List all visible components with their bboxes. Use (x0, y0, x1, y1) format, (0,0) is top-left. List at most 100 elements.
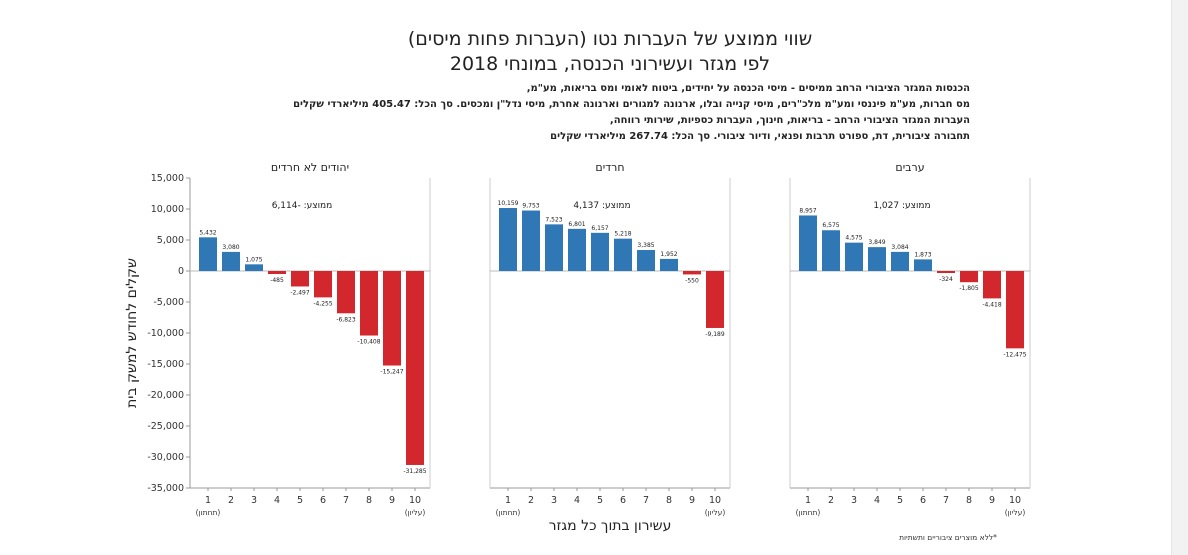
data-label: 1,952 (660, 251, 677, 258)
x-axis-title: עשירון בתוך כל מגזר (549, 518, 672, 534)
chart-title-line1: שווי ממוצע של העברות נטו (העברות פחות מי… (407, 28, 813, 50)
bar (891, 251, 909, 271)
average-label: ממוצע: 4,137 (573, 201, 630, 211)
bar (383, 271, 401, 366)
data-label: 3,385 (637, 242, 654, 249)
bar (406, 271, 424, 465)
y-tick-label: 10,000 (151, 204, 184, 215)
data-label: 1,075 (245, 256, 262, 263)
bar (337, 271, 355, 314)
x-tick-label: 8 (366, 495, 372, 506)
bar (799, 215, 817, 271)
x-tick-label: 7 (943, 495, 949, 506)
bar (522, 210, 540, 271)
x-tick-label: 10 (709, 495, 721, 506)
data-label: -15,247 (380, 369, 403, 376)
panel-title: ערבים (895, 161, 924, 174)
panel-title: חרדים (595, 161, 624, 174)
bar (545, 224, 563, 271)
data-label: -485 (270, 277, 284, 284)
x-tick-label: 4 (574, 495, 580, 506)
x-tick-label: 5 (897, 495, 903, 506)
data-label: 4,575 (845, 235, 862, 242)
note-line: תחבורה ציבורית, דת, ספורט תרבות ופנאי, ו… (550, 131, 970, 142)
y-tick-label: -25,000 (147, 421, 184, 432)
bar (614, 238, 632, 271)
x-low-note: (תחתון) (196, 508, 221, 517)
bar (1006, 271, 1024, 349)
y-tick-label: -35,000 (147, 483, 184, 494)
data-label: 5,432 (199, 229, 216, 236)
x-tick-label: 4 (274, 495, 280, 506)
x-tick-label: 1 (205, 495, 211, 506)
bar (499, 208, 517, 271)
x-high-note: (עליון) (405, 508, 426, 517)
x-tick-label: 3 (851, 495, 857, 506)
bar (199, 237, 217, 271)
data-label: 10,159 (498, 200, 519, 207)
panel-title: יהודים לא חרדים (271, 161, 349, 174)
footnote: *ללא מוצרים ציבוריים ותשתיות (899, 533, 997, 542)
x-tick-label: 1 (505, 495, 511, 506)
bar (983, 271, 1001, 299)
x-tick-label: 9 (389, 495, 395, 506)
data-label: 6,575 (822, 222, 839, 229)
data-label: 3,084 (891, 244, 908, 251)
data-label: 3,849 (868, 239, 885, 246)
bar (245, 264, 263, 271)
data-label: -1,805 (959, 285, 979, 292)
x-tick-label: 2 (828, 495, 834, 506)
bar (960, 271, 978, 283)
bar (845, 242, 863, 271)
data-label: -6,823 (336, 316, 356, 323)
x-tick-label: 2 (228, 495, 234, 506)
x-tick-label: 3 (551, 495, 557, 506)
note-line: מס חברות, מע"מ פיננסי ומע"מ מלכ"רים, מיס… (293, 99, 970, 110)
bar (222, 251, 240, 271)
x-tick-label: 8 (966, 495, 972, 506)
y-tick-label: 0 (178, 266, 184, 277)
x-tick-label: 5 (597, 495, 603, 506)
bar (937, 271, 955, 274)
x-tick-label: 6 (620, 495, 626, 506)
data-label: -324 (939, 276, 953, 283)
scrollbar[interactable] (1171, 0, 1188, 555)
chart-title-line2: לפי מגזר ועשירוני הכנסה, במונחי 2018 (449, 53, 771, 75)
data-label: 1,873 (914, 251, 931, 258)
data-label: 5,218 (614, 231, 631, 238)
data-label: -12,475 (1003, 351, 1026, 358)
x-tick-label: 1 (805, 495, 811, 506)
x-tick-label: 4 (874, 495, 880, 506)
y-tick-label: 15,000 (151, 173, 184, 184)
x-tick-label: 5 (297, 495, 303, 506)
notes-block: הכנסות המגזר הציבורי הרחב ממיסים - מיסי … (190, 81, 970, 145)
x-tick-label: 7 (343, 495, 349, 506)
note-line: הכנסות המגזר הציבורי הרחב ממיסים - מיסי … (526, 83, 970, 94)
bar (868, 247, 886, 271)
y-axis-title: שקלים לחודש למשק בית (124, 258, 140, 408)
data-label: -4,418 (982, 301, 1002, 308)
x-high-note: (עליון) (1005, 508, 1026, 517)
y-tick-label: -20,000 (147, 390, 184, 401)
average-label: ממוצע: -6,114 (272, 201, 333, 211)
y-tick-label: -30,000 (147, 452, 184, 463)
data-label: -4,255 (313, 300, 333, 307)
x-tick-label: 6 (920, 495, 926, 506)
bar (637, 250, 655, 271)
x-tick-label: 3 (251, 495, 257, 506)
bar (268, 271, 286, 275)
x-low-note: (תחתון) (496, 508, 521, 517)
data-label: -9,189 (705, 331, 725, 338)
data-label: 8,957 (799, 207, 816, 214)
data-label: 3,080 (222, 244, 239, 251)
x-tick-label: 6 (320, 495, 326, 506)
average-label: ממוצע: 1,027 (873, 201, 930, 211)
bar (706, 271, 724, 328)
bar (660, 258, 678, 271)
x-high-note: (עליון) (705, 508, 726, 517)
bar (591, 232, 609, 271)
data-label: 6,801 (568, 221, 585, 228)
data-label: 7,523 (545, 216, 562, 223)
